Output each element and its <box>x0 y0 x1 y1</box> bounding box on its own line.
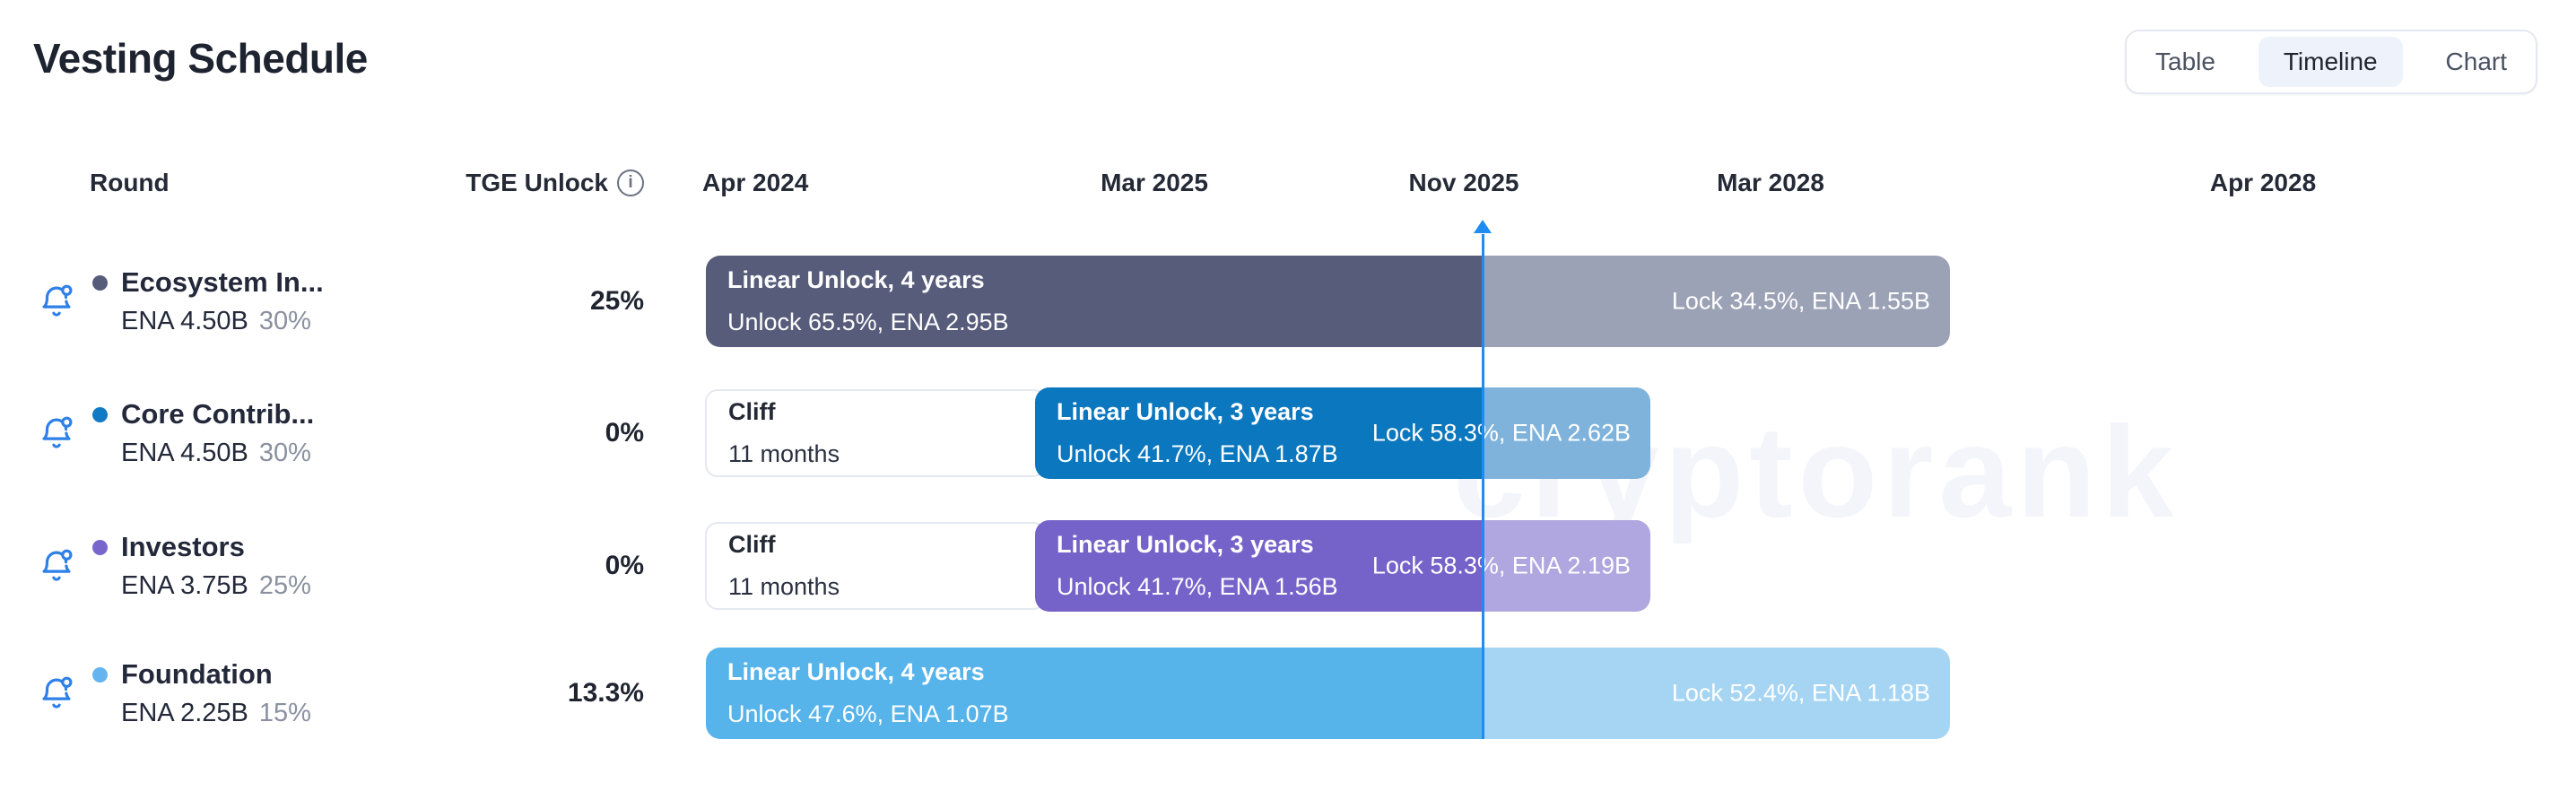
tge-unlock-value: 0% <box>605 418 644 448</box>
vesting-row-investors: Investors ENA 3.75B 25% 0% Cliff 11 month… <box>0 520 2576 612</box>
unlocked-segment: Linear Unlock, 3 years Unlock 41.7%, ENA… <box>1035 520 1484 612</box>
bar-title: Linear Unlock, 4 years <box>727 658 985 685</box>
round-color-dot <box>92 666 108 683</box>
bar-subtitle: Unlock 41.7%, ENA 1.56B <box>1057 573 1338 600</box>
tge-unlock-value: 0% <box>605 551 644 580</box>
tge-unlock-value: 25% <box>589 286 644 316</box>
round-info[interactable]: Investors ENA 3.75B 25% <box>92 531 311 601</box>
round-share-percent: 15% <box>258 699 311 727</box>
round-ena-amount: ENA 2.25B <box>121 699 248 727</box>
lock-label: Lock 58.3%, ENA 2.62B <box>1371 419 1631 447</box>
timeline-date-mar-2028: Mar 2028 <box>1717 169 1824 196</box>
bar-title: Linear Unlock, 4 years <box>727 266 985 293</box>
unlocked-segment: Linear Unlock, 3 years Unlock 41.7%, ENA… <box>1035 387 1484 479</box>
timeline-date-mar-2025: Mar 2025 <box>1101 169 1208 196</box>
round-ena-amount: ENA 3.75B <box>121 571 248 600</box>
alert-bell-icon[interactable] <box>38 414 75 452</box>
tab-timeline[interactable]: Timeline <box>2258 37 2403 87</box>
info-icon[interactable]: i <box>617 170 644 196</box>
today-marker-line <box>1482 234 1484 739</box>
timeline-date-apr-2024: Apr 2024 <box>702 169 809 196</box>
locked-segment <box>1484 520 1650 612</box>
tge-unlock-label: TGE Unlock <box>466 169 608 196</box>
vesting-bar[interactable]: Linear Unlock, 4 years Unlock 47.6%, ENA… <box>706 648 1950 739</box>
vesting-row-core-contributors: Core Contrib... ENA 4.50B 30% 0% Cliff 11… <box>0 387 2576 479</box>
lock-label: Lock 52.4%, ENA 1.18B <box>1671 679 1930 707</box>
tge-unlock-value: 13.3% <box>567 678 644 708</box>
unlocked-segment: Linear Unlock, 4 years Unlock 65.5%, ENA… <box>706 256 1484 347</box>
bar-subtitle: Unlock 41.7%, ENA 1.87B <box>1057 440 1338 467</box>
round-share-percent: 30% <box>258 307 311 335</box>
lock-label: Lock 58.3%, ENA 2.19B <box>1371 552 1631 579</box>
bar-title: Linear Unlock, 3 years <box>1057 531 1314 558</box>
page-title: Vesting Schedule <box>33 35 368 82</box>
round-info[interactable]: Ecosystem In... ENA 4.50B 30% <box>92 266 324 336</box>
bar-subtitle: Unlock 47.6%, ENA 1.07B <box>727 700 1009 727</box>
round-ena-amount: ENA 4.50B <box>121 439 248 467</box>
vesting-bar[interactable]: Linear Unlock, 3 years Unlock 41.7%, ENA… <box>1035 387 1650 479</box>
bar-subtitle: Unlock 65.5%, ENA 2.95B <box>727 309 1009 335</box>
cliff-duration: 11 months <box>728 440 840 467</box>
lock-label: Lock 34.5%, ENA 1.55B <box>1671 287 1930 315</box>
locked-segment <box>1484 256 1950 347</box>
vesting-row-foundation: Foundation ENA 2.25B 15% 13.3% Linear Unl… <box>0 648 2576 739</box>
cliff-title: Cliff <box>728 531 776 558</box>
alert-bell-icon[interactable] <box>38 547 75 585</box>
tab-table[interactable]: Table <box>2155 48 2215 75</box>
round-share-percent: 25% <box>258 571 311 600</box>
locked-segment <box>1484 387 1650 479</box>
today-marker-arrow <box>1474 220 1492 233</box>
round-name: Investors <box>121 531 245 562</box>
cliff-duration: 11 months <box>728 573 840 600</box>
vesting-bar[interactable]: Linear Unlock, 3 years Unlock 41.7%, ENA… <box>1035 520 1650 612</box>
cliff-box[interactable]: Cliff 11 months <box>705 522 1046 610</box>
tab-chart[interactable]: Chart <box>2445 48 2507 75</box>
alert-bell-icon[interactable] <box>38 674 75 712</box>
round-name: Foundation <box>121 658 273 690</box>
round-share-percent: 30% <box>258 439 311 467</box>
timeline-date-apr-2028: Apr 2028 <box>2209 169 2317 196</box>
cliff-title: Cliff <box>728 398 776 425</box>
round-name: Ecosystem In... <box>121 266 324 298</box>
timeline-date-nov-2025: Nov 2025 <box>1408 169 1519 196</box>
bar-title: Linear Unlock, 3 years <box>1057 398 1314 425</box>
round-info[interactable]: Foundation ENA 2.25B 15% <box>92 658 311 728</box>
round-color-dot <box>92 274 108 291</box>
alert-bell-icon[interactable] <box>38 283 75 320</box>
view-toggle: Table Timeline Chart <box>2125 30 2537 94</box>
locked-segment <box>1484 648 1950 739</box>
round-info[interactable]: Core Contrib... ENA 4.50B 30% <box>92 398 314 468</box>
column-header-round: Round <box>90 169 170 196</box>
vesting-row-ecosystem: Ecosystem In... ENA 4.50B 30% 25% Linear … <box>0 256 2576 347</box>
vesting-bar[interactable]: Linear Unlock, 4 years Unlock 65.5%, ENA… <box>706 256 1950 347</box>
round-color-dot <box>92 406 108 422</box>
round-color-dot <box>92 539 108 555</box>
round-name: Core Contrib... <box>121 398 315 430</box>
column-header-tge-unlock: TGE Unlock i <box>386 167 644 199</box>
cliff-box[interactable]: Cliff 11 months <box>705 389 1046 477</box>
round-ena-amount: ENA 4.50B <box>121 307 248 335</box>
unlocked-segment: Linear Unlock, 4 years Unlock 47.6%, ENA… <box>706 648 1484 739</box>
